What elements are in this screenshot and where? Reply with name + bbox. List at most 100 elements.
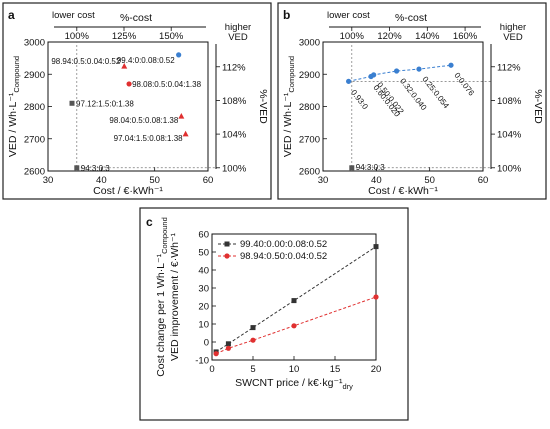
b-y-tick-label: 2700 — [299, 134, 320, 145]
c-series-1-point — [225, 341, 231, 347]
a-higher-ved-note-1: higher — [225, 22, 251, 33]
b-point-marker — [349, 165, 355, 171]
c-x-tick-label: 10 — [289, 364, 300, 375]
c-series-2-point — [225, 345, 231, 351]
a-point-label: 98.94:0.5:0.04:0.52 — [51, 57, 121, 66]
panel-c-letter: c — [146, 215, 153, 229]
b-right-tick-label: 100% — [497, 163, 522, 174]
b-y-axis-label: VED / Wh·L⁻¹Compound — [282, 56, 296, 157]
a-top-tick-label: 125% — [112, 31, 137, 42]
b-y-tick-label: 3000 — [299, 38, 320, 49]
a-point-marker — [121, 62, 128, 69]
b-lower-cost-note: lower cost — [327, 10, 370, 21]
c-legend-label-1: 99.40:0.00:0.08:0.52 — [240, 239, 327, 250]
c-series-line-1 — [215, 246, 377, 353]
a-point-label: 97.12:1.5:0:1.38 — [76, 99, 134, 108]
a-point-marker — [178, 112, 185, 119]
b-right-axis-title: %-VED — [532, 89, 544, 124]
a-y-tick-label: 2600 — [24, 167, 45, 178]
a-point-label: 97.04:1.5:0.08:1.38 — [114, 134, 184, 143]
b-x-tick-label: 60 — [478, 175, 489, 186]
b-y-tick-label: 2800 — [299, 102, 320, 113]
panel-c-frame — [139, 207, 409, 421]
b-top-tick-label: 160% — [453, 31, 478, 42]
a-x-tick-label: 30 — [43, 175, 54, 186]
a-point-marker — [182, 130, 189, 137]
b-right-tick-label: 112% — [497, 62, 521, 73]
c-series-2-point — [213, 351, 219, 357]
a-point-label: 94:3:0:3 — [81, 164, 110, 173]
b-trend-line — [348, 64, 452, 82]
b-right-tick-label: 108% — [497, 96, 522, 107]
b-higher-ved-note-2: VED — [503, 32, 523, 43]
c-x-axis-label: SWCNT price / k€·kg⁻¹dry — [235, 377, 353, 391]
a-right-tick-label: 100% — [222, 163, 247, 174]
a-right-axis-title: %-VED — [257, 89, 269, 124]
b-point-marker — [394, 68, 400, 74]
c-y-tick-label: 60 — [198, 230, 209, 241]
panel-b: 30 40 50 60 2600 2700 2800 2900 3000 Cost / €·kWh… — [282, 10, 544, 197]
c-x-tick-label: 15 — [330, 364, 341, 375]
b-y-tick-label: 2900 — [299, 70, 320, 81]
b-point-marker — [416, 66, 422, 72]
b-x-axis-label: Cost / €·kWh⁻¹ — [368, 185, 438, 197]
c-series-2-point — [291, 323, 297, 329]
a-y-tick-label: 2700 — [24, 134, 45, 145]
b-point-marker — [346, 78, 352, 84]
a-higher-ved-note-2: VED — [228, 32, 248, 43]
c-y-tick-label: 40 — [198, 266, 209, 277]
c-y-tick-label: 10 — [198, 320, 209, 331]
a-right-tick-label: 104% — [222, 130, 247, 141]
a-point-marker — [176, 52, 182, 58]
a-point-label: 98.04:0.5:0.08:1.38 — [109, 116, 179, 125]
panel-a: 30 40 50 60 2600 2700 2800 2900 3000 Cost / €·kWh… — [7, 10, 269, 197]
a-x-tick-label: 40 — [96, 175, 107, 186]
c-series-2-point — [373, 294, 379, 300]
a-right-tick-label: 108% — [222, 96, 247, 107]
c-legend-label-2: 98.94:0.50:0.04:0.52 — [240, 251, 327, 262]
b-x-tick-label: 40 — [371, 175, 382, 186]
c-x-tick-label: 5 — [250, 364, 255, 375]
a-x-axis-label: Cost / €·kWh⁻¹ — [93, 185, 163, 197]
c-series-1-point — [291, 298, 297, 304]
b-point-label: 0.93:0 — [349, 88, 370, 112]
b-x-tick-label: 50 — [424, 175, 435, 186]
a-point-marker — [69, 100, 75, 106]
a-y-tick-label: 3000 — [24, 38, 45, 49]
b-point-marker — [371, 72, 377, 78]
a-right-tick-label: 112% — [222, 62, 246, 73]
a-y-axis-label: VED / Wh·L⁻¹Compound — [7, 56, 21, 157]
a-top-tick-label: 150% — [159, 31, 184, 42]
a-point-marker — [126, 81, 132, 87]
panel-a-frame — [2, 2, 272, 200]
c-series-2-point — [250, 337, 256, 343]
b-point-label: 0:0.076 — [452, 71, 476, 98]
c-y-axis-label-line1: Cost change per 1 Wh·L⁻¹Compound — [155, 217, 169, 377]
b-top-tick-label: 140% — [415, 31, 440, 42]
c-y-tick-label: 0 — [204, 338, 209, 349]
a-top-axis-title: %-cost — [120, 12, 152, 24]
c-y-tick-label: 20 — [198, 302, 209, 313]
panel-a-letter: a — [8, 8, 15, 22]
a-point-marker — [74, 165, 80, 171]
b-right-tick-label: 104% — [497, 130, 522, 141]
a-y-tick-label: 2900 — [24, 70, 45, 81]
panel-b-frame — [277, 2, 547, 200]
b-top-tick-label: 120% — [377, 31, 402, 42]
c-x-tick-label: 0 — [209, 364, 214, 375]
a-lower-cost-note: lower cost — [52, 10, 95, 21]
c-y-tick-label: -10 — [195, 356, 209, 367]
c-y-tick-label: 50 — [198, 248, 209, 259]
panel-b-letter: b — [283, 8, 290, 22]
c-series-line-2 — [215, 296, 377, 355]
a-y-tick-label: 2800 — [24, 102, 45, 113]
b-point-marker — [448, 62, 454, 68]
c-legend-marker-2 — [224, 253, 230, 259]
a-top-tick-label: 100% — [65, 31, 90, 42]
b-x-tick-label: 30 — [318, 175, 329, 186]
c-x-tick-label: 20 — [371, 364, 382, 375]
a-x-tick-label: 60 — [203, 175, 214, 186]
a-point-label: 99.4:0:0.08:0.52 — [117, 56, 175, 65]
